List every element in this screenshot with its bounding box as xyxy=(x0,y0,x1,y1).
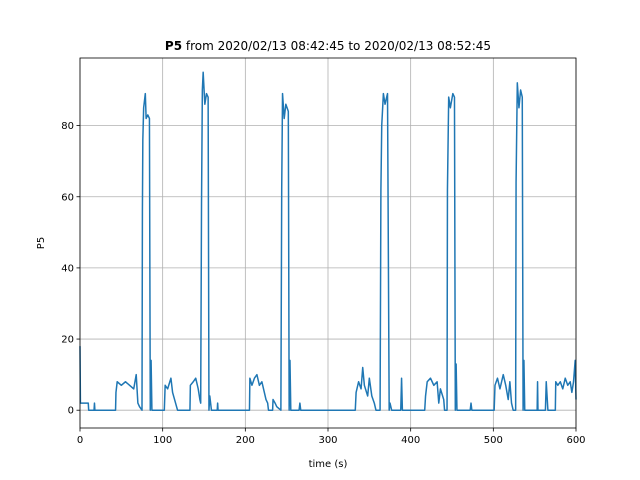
plot-frame xyxy=(79,57,577,429)
x-tick-label: 400 xyxy=(401,435,420,446)
y-tick-label: 40 xyxy=(61,263,74,274)
x-tick-label: 500 xyxy=(484,435,503,446)
y-tick-label: 0 xyxy=(68,406,74,417)
y-tick-label: 60 xyxy=(61,192,74,203)
y-axis-label: P5 xyxy=(36,237,47,249)
y-tick-label: 20 xyxy=(61,335,74,346)
x-tick-label: 600 xyxy=(566,435,585,446)
title-rest: from 2020/02/13 08:42:45 to 2020/02/13 0… xyxy=(186,39,491,53)
y-tick-label: 80 xyxy=(61,121,74,132)
title-bold: P5 xyxy=(165,39,182,53)
chart-title: P5 from 2020/02/13 08:42:45 to 2020/02/1… xyxy=(165,39,491,53)
data-line xyxy=(79,71,577,411)
x-axis-label: time (s) xyxy=(309,459,348,470)
x-tick-label: 200 xyxy=(236,435,255,446)
x-tick-label: 100 xyxy=(153,435,172,446)
x-tick-label: 0 xyxy=(77,435,83,446)
x-tick-label: 300 xyxy=(318,435,337,446)
